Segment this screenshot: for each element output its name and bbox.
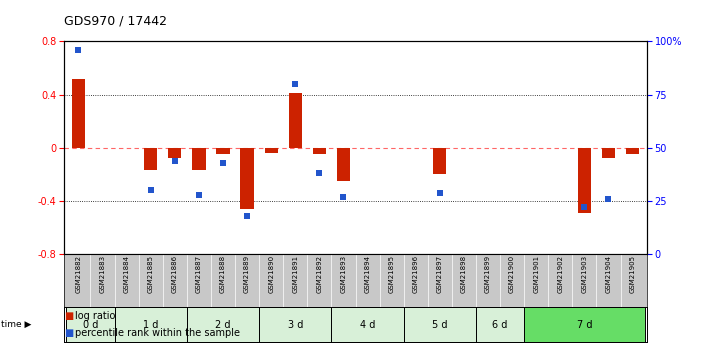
Text: percentile rank within the sample: percentile rank within the sample — [75, 328, 240, 338]
Bar — [524, 307, 645, 342]
Bar — [144, 148, 157, 170]
Text: 6 d: 6 d — [492, 319, 508, 329]
Text: GSM21896: GSM21896 — [412, 255, 419, 294]
Bar — [114, 307, 187, 342]
Bar — [331, 307, 404, 342]
Bar — [216, 148, 230, 155]
Bar — [66, 307, 114, 342]
Bar — [264, 148, 278, 153]
Text: GSM21884: GSM21884 — [124, 255, 129, 293]
Text: 0 d: 0 d — [82, 319, 98, 329]
Text: GSM21885: GSM21885 — [148, 255, 154, 293]
Text: 3 d: 3 d — [287, 319, 303, 329]
Text: GSM21895: GSM21895 — [389, 255, 395, 293]
Text: time ▶: time ▶ — [1, 320, 32, 329]
Text: ■: ■ — [64, 328, 73, 338]
Text: GSM21899: GSM21899 — [485, 255, 491, 294]
Text: GSM21883: GSM21883 — [100, 255, 105, 294]
Bar — [192, 148, 205, 170]
Text: GSM21893: GSM21893 — [341, 255, 346, 294]
Bar — [313, 148, 326, 155]
Text: GSM21888: GSM21888 — [220, 255, 226, 294]
Text: GSM21903: GSM21903 — [582, 255, 587, 294]
Bar — [476, 307, 524, 342]
Text: GSM21902: GSM21902 — [557, 255, 563, 293]
Bar — [626, 148, 639, 155]
Text: log ratio: log ratio — [75, 311, 115, 321]
Text: GSM21892: GSM21892 — [316, 255, 322, 293]
Text: GSM21900: GSM21900 — [509, 255, 515, 294]
Text: GSM21882: GSM21882 — [75, 255, 82, 293]
Text: GSM21904: GSM21904 — [606, 255, 611, 293]
Bar — [169, 148, 181, 158]
Text: GSM21905: GSM21905 — [629, 255, 636, 293]
Text: GSM21897: GSM21897 — [437, 255, 443, 294]
Text: GDS970 / 17442: GDS970 / 17442 — [64, 14, 167, 28]
Text: 7 d: 7 d — [577, 319, 592, 329]
Text: GSM21898: GSM21898 — [461, 255, 467, 294]
Text: ■: ■ — [64, 311, 73, 321]
Text: 1 d: 1 d — [143, 319, 159, 329]
Text: 4 d: 4 d — [360, 319, 375, 329]
Bar — [259, 307, 331, 342]
Bar — [240, 148, 254, 209]
Text: 5 d: 5 d — [432, 319, 447, 329]
Bar — [404, 307, 476, 342]
Bar — [289, 93, 302, 148]
Bar — [72, 79, 85, 148]
Bar — [187, 307, 259, 342]
Text: 2 d: 2 d — [215, 319, 231, 329]
Text: GSM21891: GSM21891 — [292, 255, 299, 294]
Text: GSM21890: GSM21890 — [268, 255, 274, 294]
Bar — [337, 148, 350, 181]
Bar — [602, 148, 615, 158]
Bar — [578, 148, 591, 213]
Text: GSM21889: GSM21889 — [244, 255, 250, 294]
Text: GSM21894: GSM21894 — [365, 255, 370, 293]
Text: GSM21901: GSM21901 — [533, 255, 539, 294]
Text: GSM21887: GSM21887 — [196, 255, 202, 294]
Bar — [433, 148, 447, 175]
Text: GSM21886: GSM21886 — [172, 255, 178, 294]
